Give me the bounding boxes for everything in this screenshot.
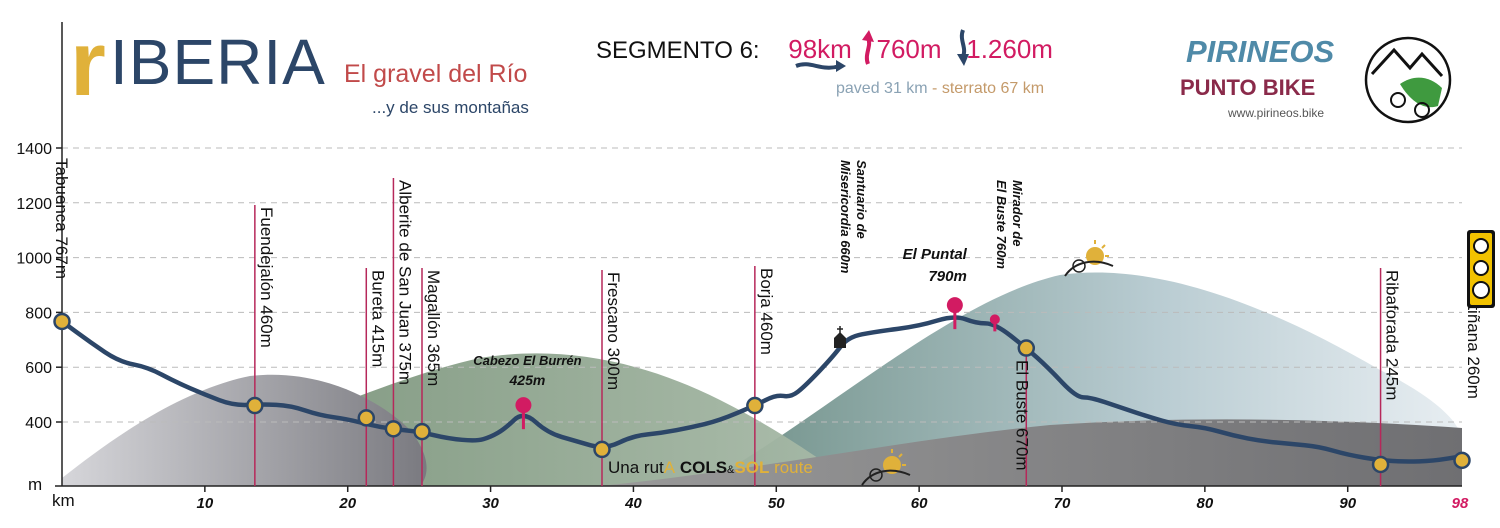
waypoint-label: Frescano 300m (604, 272, 623, 390)
pirineos-logo-subtitle: PUNTO BIKE (1180, 75, 1316, 100)
y-ticks: 400 600 800 1000 1200 1400 (16, 141, 62, 432)
waypoint-dot (413, 422, 431, 441)
waypoints: Tabuenca 767m Fuendejalón 460m Bureta 415m… (52, 158, 1483, 474)
segment-summary: SEGMENTO 6: 98km 760m 1.260m (596, 34, 1053, 65)
waypoint-dot (1017, 339, 1036, 357)
y-tick-label: 800 (25, 305, 52, 322)
x-axis-label: km (52, 491, 75, 510)
y-tick-label: 600 (25, 360, 52, 377)
waypoint-label: Tabuenca 767m (52, 158, 71, 279)
surface-sterrato: sterrato 67 km (941, 80, 1045, 97)
waypoint-dot (384, 420, 403, 438)
surface-breakdown: paved 31 km - sterrato 67 km (836, 80, 1044, 98)
peak-label-line1: Mirador de (1010, 180, 1025, 246)
peak-label-line1: El Puntal (903, 246, 968, 263)
ascent-arrow-icon (862, 30, 874, 65)
x-tick-label: 90 (1339, 495, 1356, 512)
x-tick-label: 80 (1197, 495, 1214, 512)
waypoint-label: El Buste 670m (1012, 360, 1031, 471)
y-tick-label: 400 (25, 415, 52, 432)
sun-cyclist-icon (1064, 240, 1114, 277)
x-tick-label: 30 (482, 495, 499, 512)
segment-distance: 98km (788, 34, 852, 64)
peak-label-line2: 790m (928, 268, 966, 285)
waypoint-dot (1453, 451, 1471, 470)
pirineos-logo-icon (1364, 36, 1452, 124)
brand-subtitle: El gravel del Río (344, 60, 528, 88)
sun-cyclist-icon (861, 449, 911, 486)
brand-logo-r: r (70, 13, 106, 115)
x-tick-label: 50 (768, 495, 785, 512)
surface-separator: - (927, 80, 942, 97)
peak-pin (946, 297, 963, 314)
waypoint-dot (1371, 455, 1390, 474)
peak-pin (989, 314, 1000, 325)
x-tick-label-end: 98 (1452, 495, 1469, 512)
creative-commons-badge (1467, 230, 1495, 308)
brand-logo-name: IBERIA (110, 26, 326, 98)
y-tick-label: 1000 (16, 251, 52, 268)
segment-ascent: 760m (876, 34, 942, 64)
waypoint-label: Magallón 365m (424, 270, 443, 386)
y-axis-label: m (28, 475, 42, 494)
peak-label-line2: 425m (509, 372, 546, 388)
peak-label-line2: Misericordia 660m (838, 160, 853, 274)
brand-tagline: ...y de sus montañas (372, 98, 529, 117)
waypoint-dot (746, 396, 764, 415)
peak-label-line1: Cabezo El Burrén (473, 353, 581, 368)
axes (55, 22, 1462, 487)
peak-label-line1: Santuario de (854, 160, 869, 239)
grid-lines (62, 147, 1462, 423)
waypoint-dot (593, 440, 611, 459)
chapel-icon (834, 326, 846, 348)
hill-grey-left (62, 374, 427, 486)
surface-paved: paved 31 km (836, 80, 928, 97)
distance-arrow-icon (795, 60, 846, 72)
x-tick-label: 60 (911, 495, 928, 512)
x-tick-label: 70 (1054, 495, 1071, 512)
waypoint-label: Alberite de San Juan 375m (395, 180, 414, 385)
waypoint-label: Ribaforada 245m (1383, 270, 1402, 400)
pirineos-logo-title: PIRINEOS (1186, 34, 1335, 69)
x-tick-label: 10 (197, 495, 214, 512)
pirineos-website-link[interactable]: www.pirineos.bike (1228, 106, 1325, 120)
axis-labels: km m (28, 475, 75, 510)
waypoint-label: Fuendejalón 460m (257, 207, 276, 348)
route-tagline: Una rutA COLS&SOL route (608, 458, 813, 477)
waypoint-dot (357, 409, 376, 427)
waypoint-label: Borja 460m (757, 268, 776, 355)
waypoint-label: Bureta 415m (368, 270, 387, 367)
waypoint-dot (246, 396, 264, 415)
x-tick-label: 20 (338, 495, 356, 512)
x-ticks: 10 20 30 40 50 60 70 80 90 98 (197, 486, 1469, 512)
segment-descent: 1.260m (966, 34, 1053, 64)
peak-label-line2: El Buste 760m (994, 180, 1009, 269)
x-tick-label: 40 (624, 495, 642, 512)
waypoint-dot (53, 312, 71, 331)
descent-arrow-icon (957, 29, 969, 66)
peak-pin (515, 397, 532, 414)
segment-label: SEGMENTO 6: (596, 37, 760, 64)
peaks: Cabezo El Burrén 425m El Puntal 790m Mirador… (473, 160, 1025, 430)
y-tick-label: 1200 (16, 196, 52, 213)
y-tick-label: 1400 (16, 141, 52, 158)
